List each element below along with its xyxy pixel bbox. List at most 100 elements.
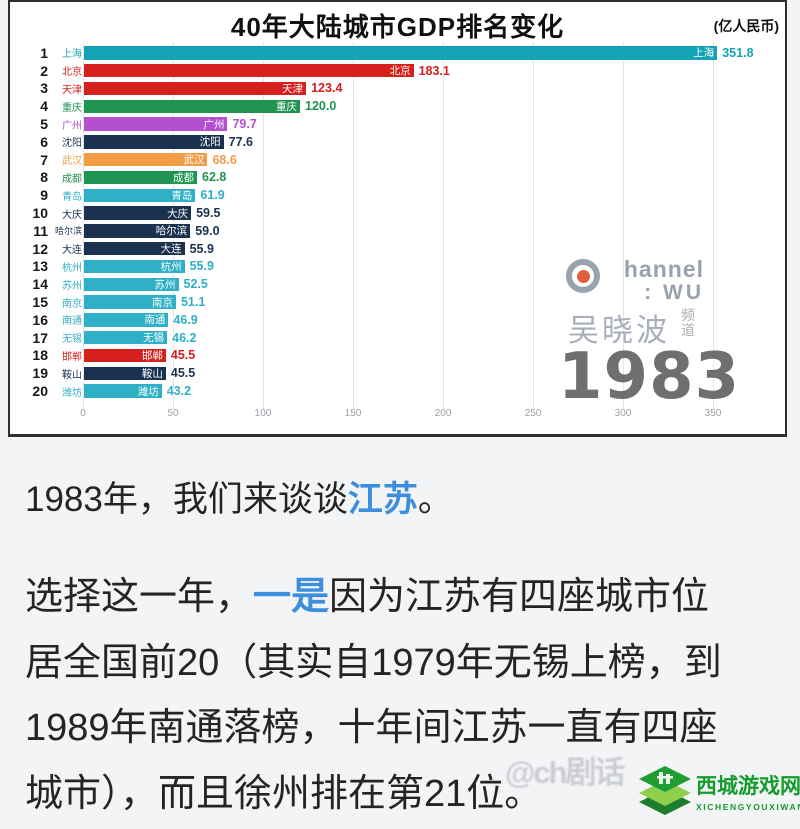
body-text: 因为江苏有四座城市位 [329, 576, 710, 618]
bar-北京: 北京 [84, 64, 414, 78]
bar-鞍山: 鞍山 [84, 366, 166, 380]
bar-value-label: 120.0 [305, 99, 337, 114]
bar-inner-city-label: 苏州 [154, 278, 176, 291]
bar-inner-city-label: 青岛 [171, 189, 193, 202]
paragraph-intro: 1983年，我们来谈谈江苏。 [25, 471, 453, 522]
x-tick-label: 350 [704, 408, 722, 419]
bar-value-label: 51.1 [180, 295, 206, 310]
chart-row-3: 3 天津 天津 123.4 [10, 80, 785, 98]
chart-row-2: 2 北京 北京 183.1 [10, 62, 785, 80]
city-label: 大连 [62, 245, 82, 257]
city-label: 武汉 [62, 156, 82, 168]
bar-value-label: 45.5 [170, 348, 196, 363]
chart-row-18: 18 邯郸 邯郸 45.5 [10, 347, 785, 365]
bar-重庆: 重庆 [84, 99, 300, 113]
bar-value-label: 351.8 [722, 45, 754, 60]
chart-row-6: 6 沈阳 沈阳 77.6 [10, 133, 785, 151]
channel-logo-dot [576, 269, 590, 283]
chart-row-4: 4 重庆 重庆 120.0 [10, 97, 785, 115]
rank-number: 8 [40, 169, 48, 186]
bar-inner-city-label: 哈尔滨 [155, 225, 188, 238]
bar-value-label: 183.1 [418, 63, 450, 78]
site-name: 西城游戏网 [696, 775, 800, 798]
chart-row-16: 16 南通 南通 46.9 [10, 311, 785, 329]
site-watermark: 西城游戏网 XICHENGYOUXIWANG [636, 756, 800, 826]
gridline-250 [533, 42, 534, 410]
bar-大庆: 大庆 [84, 206, 192, 220]
site-name-latin: XICHENGYOUXIWANG [696, 802, 800, 812]
rank-number: 12 [32, 240, 48, 257]
bar-inner-city-label: 天津 [282, 83, 304, 95]
bar-inner-city-label: 潍坊 [137, 385, 159, 398]
channel-brand-suffix: 频道 [681, 307, 695, 338]
bar-邯郸: 邯郸 [84, 348, 166, 363]
channel-wordmark-line1: hannel [623, 256, 704, 282]
body-text: 选择这一年， [25, 576, 254, 618]
bar-value-label: 79.7 [232, 117, 257, 132]
rank-number: 19 [32, 365, 48, 382]
bar-inner-city-label: 武汉 [183, 154, 205, 167]
bar-成都: 成都 [84, 170, 198, 185]
bar-inner-city-label: 大连 [160, 243, 182, 256]
city-label: 大庆 [62, 209, 82, 221]
city-label: 鞍山 [62, 369, 82, 381]
gridline-200 [443, 42, 444, 410]
rank-number: 1 [40, 44, 48, 61]
faint-user-watermark: @ch剧话 [505, 755, 625, 790]
city-label: 重庆 [62, 102, 82, 114]
bar-value-label: 46.9 [173, 312, 198, 327]
rank-number: 13 [32, 258, 48, 275]
gdp-ranking-chart: 40年大陆城市GDP排名变化 (亿人民币) 1 上海 上海 351.8 2 北京 北京 183… [8, 0, 787, 437]
bar-value-label: 68.6 [212, 152, 237, 167]
bar-哈尔滨: 哈尔滨 [84, 224, 191, 238]
gridline-300 [623, 42, 624, 410]
channel-brand-name: 吴晓波 [568, 313, 670, 348]
x-tick-label: 50 [167, 408, 179, 419]
gridline-0 [83, 42, 84, 410]
bar-大连: 大连 [84, 241, 185, 256]
city-label: 无锡 [62, 334, 82, 346]
bar-南京: 南京 [84, 295, 176, 309]
paragraph-line: 居全国前20（其实自1979年无锡上榜，到 [25, 631, 795, 697]
x-tick-label: 300 [614, 408, 632, 419]
bar-value-label: 43.2 [166, 384, 192, 399]
bar-inner-city-label: 邯郸 [141, 349, 163, 362]
city-label: 北京 [62, 67, 82, 79]
chart-row-1: 1 上海 上海 351.8 [10, 44, 785, 62]
bar-沈阳: 沈阳 [84, 135, 224, 149]
x-tick-label: 200 [434, 408, 452, 419]
channel-wordmark: hannel : WU [602, 256, 704, 305]
highlighted-text: 一是 [253, 576, 330, 618]
chart-row-5: 5 广州 广州 79.7 [10, 115, 785, 133]
rank-number: 7 [40, 151, 48, 168]
bar-value-label: 55.9 [189, 241, 214, 256]
body-text: 1989年南通落榜，十年间江苏一直有四座 [25, 707, 718, 749]
bar-value-label: 52.5 [183, 277, 208, 292]
rank-number: 9 [40, 187, 48, 204]
bar-上海: 上海 [84, 46, 718, 60]
chart-row-8: 8 成都 成都 62.8 [10, 169, 785, 187]
rank-number: 10 [32, 205, 48, 222]
city-label: 潍坊 [62, 387, 82, 399]
bar-value-label: 61.9 [200, 188, 225, 203]
bar-value-label: 62.8 [202, 170, 227, 185]
city-label: 青岛 [62, 191, 82, 203]
bar-苏州: 苏州 [84, 277, 179, 291]
rank-number: 17 [32, 329, 48, 346]
bar-inner-city-label: 沈阳 [199, 136, 221, 149]
chart-row-7: 7 武汉 武汉 68.6 [10, 151, 785, 169]
bar-广州: 广州 [84, 117, 228, 131]
x-tick-label: 0 [80, 408, 86, 419]
highlighted-text: 江苏 [347, 480, 418, 519]
x-tick-label: 100 [254, 408, 272, 419]
bar-inner-city-label: 成都 [173, 171, 195, 184]
bar-无锡: 无锡 [84, 330, 168, 345]
chart-title: 40年大陆城市GDP排名变化 [230, 12, 565, 42]
rank-number: 6 [40, 133, 48, 150]
bar-value-label: 77.6 [228, 134, 254, 149]
chart-row-20: 20 潍坊 潍坊 43.2 [10, 382, 785, 400]
bar-value-label: 45.5 [170, 366, 196, 381]
x-tick-label: 150 [344, 408, 362, 419]
bar-value-label: 123.4 [311, 81, 343, 96]
body-text: 。 [417, 480, 453, 519]
